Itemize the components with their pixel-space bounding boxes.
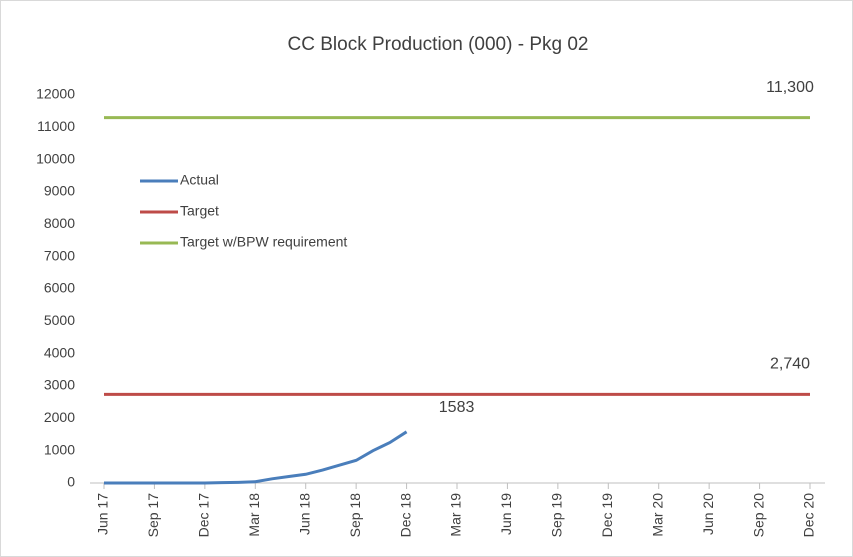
x-tick-label: Sep 18 — [347, 493, 363, 538]
y-tick-label: 6000 — [44, 280, 75, 296]
x-tick-label: Dec 18 — [397, 493, 413, 538]
x-tick-label: Jun 18 — [296, 493, 312, 535]
data-label: 1583 — [439, 399, 475, 416]
x-tick-label: Jun 19 — [498, 493, 514, 535]
x-tick-label: Jun 20 — [700, 493, 716, 535]
y-tick-label: 4000 — [44, 344, 75, 360]
x-tick-label: Mar 20 — [649, 493, 665, 537]
chart-title: CC Block Production (000) - Pkg 02 — [288, 34, 589, 55]
series-line — [104, 430, 408, 485]
y-tick-label: 2000 — [44, 409, 75, 425]
x-tick-label: Dec 17 — [196, 493, 212, 538]
y-tick-label: 5000 — [44, 312, 75, 328]
y-tick-label: 11000 — [37, 118, 75, 134]
data-label: 11,300 — [766, 79, 814, 96]
data-label: 2,740 — [770, 356, 810, 373]
y-tick-label: 7000 — [44, 247, 75, 263]
legend-label: Target — [180, 203, 219, 219]
x-tick-label: Mar 19 — [448, 493, 464, 537]
y-tick-label: 0 — [67, 474, 75, 490]
x-tick-label: Mar 18 — [246, 493, 262, 537]
legend-label: Target w/BPW requirement — [180, 234, 347, 250]
y-tick-label: 3000 — [44, 377, 75, 393]
y-tick-label: 10000 — [36, 150, 75, 166]
x-tick-label: Sep 20 — [750, 493, 766, 538]
x-tick-label: Sep 17 — [145, 493, 161, 538]
x-tick-label: Dec 19 — [599, 493, 615, 538]
y-tick-label: 9000 — [44, 183, 75, 199]
x-tick-label: Sep 19 — [549, 493, 565, 538]
x-tick-label: Dec 20 — [801, 493, 817, 538]
legend-label: Actual — [180, 172, 219, 188]
y-tick-label: 1000 — [44, 441, 75, 457]
y-tick-label: 12000 — [36, 86, 75, 102]
x-tick-label: Jun 17 — [95, 493, 111, 535]
y-tick-label: 8000 — [44, 215, 75, 231]
